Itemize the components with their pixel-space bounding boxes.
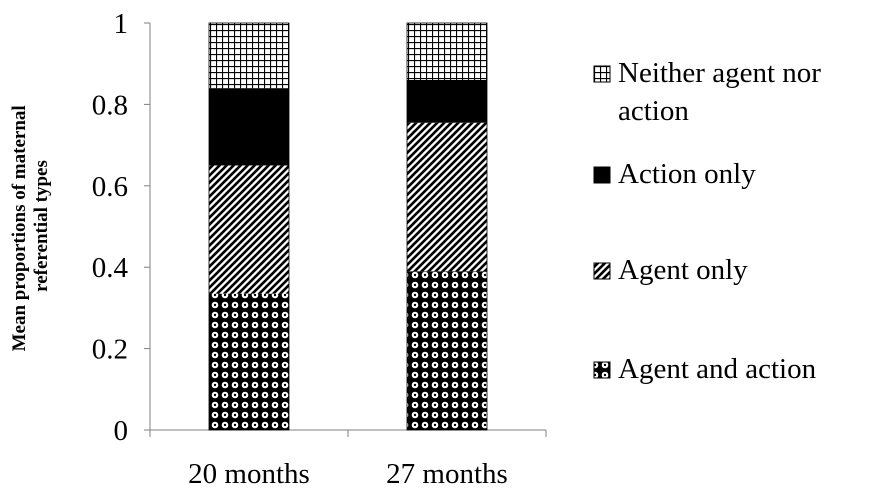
bar-outline bbox=[406, 22, 488, 431]
y-tick-label: 0.2 bbox=[92, 334, 128, 366]
bar-segment-neither-agent-nor-action bbox=[209, 23, 289, 89]
y-tick-label: 0.6 bbox=[92, 171, 128, 203]
bar-segment-action-only bbox=[407, 79, 487, 123]
bar-segment-agent-and-action bbox=[407, 271, 487, 430]
y-axis-title: Mean proportions of maternal referential… bbox=[9, 101, 52, 352]
y-axis-title-line-2: referential types bbox=[31, 160, 52, 292]
legend-label-agent-and-action: Agent and action bbox=[618, 353, 817, 385]
bar-segment-neither-agent-nor-action bbox=[407, 23, 487, 80]
x-tick-label: 27 months bbox=[386, 458, 508, 490]
y-axis-ticks: 0 0.2 0.4 0.6 0.8 1 bbox=[92, 8, 150, 447]
x-tick-label: 20 months bbox=[188, 458, 310, 490]
legend-label-neither-agent-nor-action: Neither agent nor action bbox=[618, 57, 821, 127]
y-tick-label: 0.8 bbox=[92, 89, 128, 121]
legend-swatch-neither-agent-nor-action bbox=[593, 65, 611, 83]
bar-segment-agent-only bbox=[209, 165, 289, 294]
bar-outline bbox=[208, 22, 290, 431]
legend-label-action-only: Action only bbox=[618, 158, 756, 190]
bars bbox=[208, 22, 488, 431]
legend-swatch-agent-and-action bbox=[593, 361, 611, 379]
legend-label-agent-only: Agent only bbox=[618, 254, 748, 286]
y-tick-label: 0.4 bbox=[92, 252, 129, 284]
legend-swatch-agent-only bbox=[593, 262, 611, 280]
x-axis-tick-labels: 20 months 27 months bbox=[188, 458, 508, 490]
svg-text:Mean proportions of maternal: Mean proportions of maternal referential… bbox=[9, 101, 52, 352]
y-axis-title-line-1: Mean proportions of maternal bbox=[9, 105, 30, 351]
y-tick-label: 0 bbox=[114, 415, 129, 447]
bar-segment-agent-only bbox=[407, 122, 487, 272]
legend-swatch-action-only bbox=[593, 166, 611, 184]
x-axis-ticks bbox=[149, 430, 547, 437]
bar-segment-agent-and-action bbox=[209, 293, 289, 430]
bar-segment-action-only bbox=[209, 88, 289, 166]
y-tick-label: 1 bbox=[114, 8, 129, 40]
legend: Neither agent nor action Action only Agent … bbox=[593, 57, 821, 385]
